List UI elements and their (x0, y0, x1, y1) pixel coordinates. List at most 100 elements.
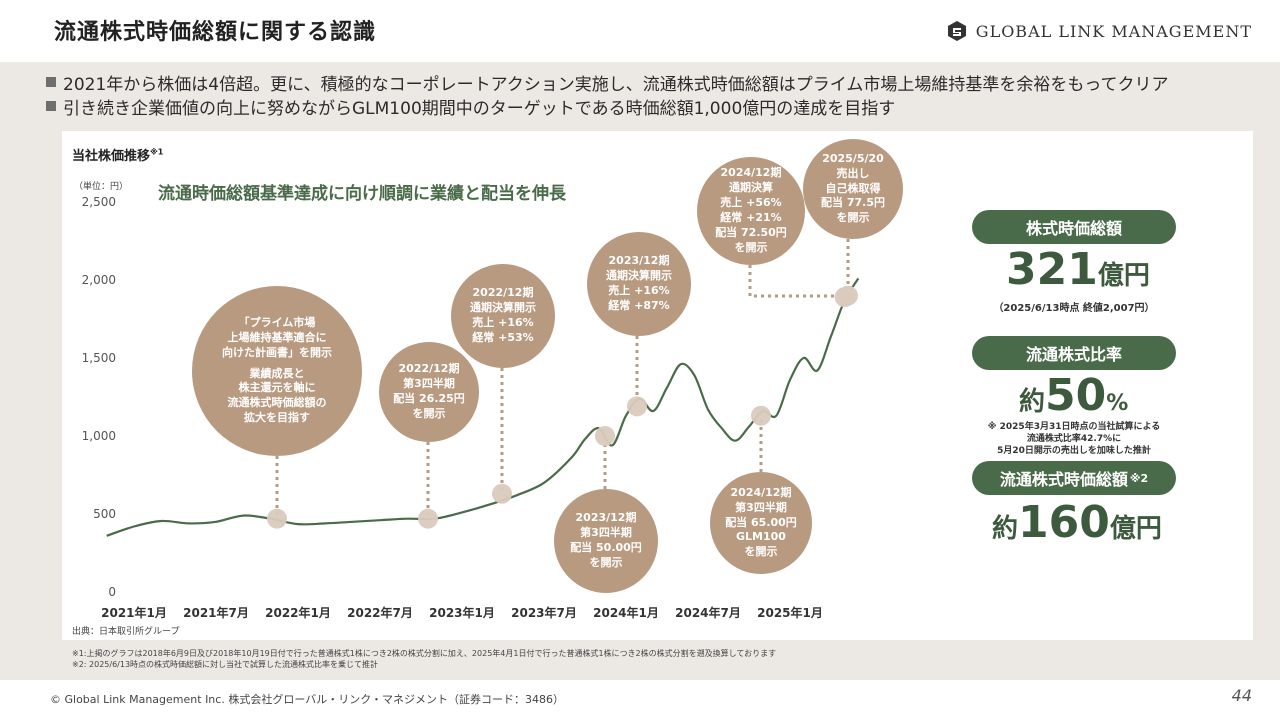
y-tick-label: 1,000 (82, 429, 116, 443)
page-number: 44 (1231, 686, 1252, 705)
bubble-line: 拡大を目指す (244, 411, 310, 425)
y-tick-label: 2,500 (82, 195, 116, 209)
event-bubble-prime-plan: 「プライム市場 上場維持基準適合に 向けた計画書」を開示 業績成長と 株主還元を軸に 流通… (192, 286, 362, 456)
bubble-line: GLM100 (736, 530, 786, 544)
x-tick-label: 2021年7月 (183, 605, 249, 620)
leader-line (748, 265, 845, 298)
event-bubble-2023-q3: 2023/12期 第3四半期 配当 50.00円 を開示 (554, 489, 658, 593)
event-bubble-2022-q3: 2022/12期 第3四半期 配当 26.25円 を開示 (379, 342, 479, 442)
bullet-text: 2021年から株価は4倍超。更に、積極的なコーポレートアクション実施し、流通株式… (63, 74, 1169, 95)
bubble-line: 株主還元を軸に (238, 381, 316, 395)
x-tick-label: 2022年7月 (347, 605, 413, 620)
chart-unit: （単位：円） (74, 182, 129, 192)
company-logo: GLOBAL LINK MANAGEMENT (946, 20, 1252, 42)
copyright: © Global Link Management Inc. 株式会社グローバル・… (50, 693, 564, 706)
bubble-line: 2024/12期 (730, 485, 792, 499)
x-tick-label: 2021年1月 (101, 605, 167, 620)
x-tick-label: 2022年1月 (265, 605, 331, 620)
bubble-line: を開示 (412, 406, 446, 420)
y-tick-label: 0 (108, 585, 116, 599)
bullet-text: 引き続き企業価値の向上に努めながらGLM100期間中のターゲットである時価総額1… (63, 98, 896, 119)
x-tick-label: 2023年1月 (429, 605, 495, 620)
bubble-line: 2023/12期 (575, 511, 637, 525)
footnotes: ※1:上掲のグラフは2018年6月9日及び2018年10月19日付で行った普通株… (72, 648, 776, 670)
bubble-line: 経常 +21% (720, 211, 782, 224)
kpi-note-market-cap: （2025/6/13時点 終値2,007円） (993, 303, 1155, 314)
footnote-1: ※1:上掲のグラフは2018年6月9日及び2018年10月19日付で行った普通株… (72, 649, 777, 658)
bubble-line: 2025/5/20 (822, 151, 884, 165)
event-bubble-2024-fy: 2024/12期 通期決算 売上 +56% 経常 +21% 配当 72.50円 を開示 (697, 157, 805, 265)
footer (0, 680, 1280, 720)
x-axis-ticks: 2021年1月 2021年7月 2022年1月 2022年7月 2023年1月 2023年… (101, 605, 823, 620)
y-tick-label: 2,000 (82, 273, 116, 287)
kpi-label-float-cap: 流通株式時価総額 ※2 (972, 461, 1176, 495)
bubble-line: 「プライム市場 (238, 316, 316, 330)
event-markers (267, 285, 858, 529)
bubble-line: を開示 (734, 240, 768, 254)
kpi-value-float-ratio: 約50% (1019, 370, 1129, 421)
kpi-value-float-cap: 約160億円 (992, 497, 1162, 548)
glm-logo-icon (947, 21, 966, 41)
bubble-line: 売上 +56% (720, 196, 782, 210)
event-marker (627, 396, 647, 417)
bubble-line: を開示 (744, 545, 778, 559)
slide-title: 流通株式時価総額に関する認識 (54, 20, 377, 45)
chart-title: 当社株価推移※1 (72, 147, 164, 164)
y-tick-label: 500 (93, 507, 116, 521)
bubble-line: 自己株取得 (825, 181, 881, 195)
bubble-line: 2022/12期 (472, 286, 534, 300)
bubble-line: 経常 +53% (472, 330, 534, 344)
kpi-label-float-ratio: 流通株式比率 (972, 336, 1176, 370)
y-axis-ticks: 2,500 2,000 1,500 1,000 500 0 (82, 195, 116, 599)
logo-text: GLOBAL LINK MANAGEMENT (975, 21, 1252, 41)
bubble-line: を開示 (836, 211, 870, 225)
bubble-line: 通期決算 (729, 181, 773, 195)
bullet-square-icon (46, 77, 56, 87)
slide-header: 流通株式時価総額に関する認識 GLOBAL LINK MANAGEMENT (0, 0, 1280, 62)
event-marker (595, 426, 615, 446)
bubble-line: 2024/12期 (720, 166, 782, 180)
bubble-line: 流通株式時価総額の (227, 396, 327, 410)
bubble-line: 第3四半期 (580, 526, 632, 540)
leader-lines (275, 239, 850, 519)
bubble-line: 売出し (836, 166, 870, 180)
bubble-line: 通期決算開示 (606, 269, 672, 283)
bubble-line: 配当 77.5円 (821, 196, 885, 210)
bullet-item: 2021年から株価は4倍超。更に、積極的なコーポレートアクション実施し、流通株式… (46, 70, 1276, 95)
kpi-note-float-ratio: ※ 2025年3月31日時点の当社試算による 流通株式比率42.7%に 5月20… (987, 422, 1161, 457)
event-bubble-2025-05: 2025/5/20 売出し 自己株取得 配当 77.5円 を開示 (803, 139, 903, 239)
footnote-2: ※2: 2025/6/13時点の株式時価総額に対し当社で試算した流通株式比率を乗… (72, 660, 379, 670)
event-marker (267, 508, 287, 529)
bubble-line: 向けた計画書」を開示 (222, 345, 332, 359)
x-tick-label: 2024年7月 (675, 605, 741, 620)
chart-source: 出典：日本取引所グループ (72, 627, 180, 637)
chart-title-note: ※1 (150, 147, 164, 157)
bullet-item: 引き続き企業価値の向上に努めながらGLM100期間中のターゲットである時価総額1… (46, 94, 1276, 119)
bubble-line: 売上 +16% (472, 316, 534, 329)
bubble-line: 業績成長と (249, 366, 305, 380)
bubble-line: 第3四半期 (735, 500, 787, 514)
bubble-line: 売上 +16% (608, 284, 670, 297)
bubble-line: 上場維持基準適合に (227, 330, 327, 344)
bullet-square-icon (46, 101, 56, 111)
bubble-line: を開示 (589, 555, 623, 569)
event-bubble-2023-fy: 2023/12期 通期決算開示 売上 +16% 経常 +87% (587, 232, 691, 336)
bubble-line: 配当 65.00円 (725, 515, 797, 529)
bubble-line: 第3四半期 (403, 377, 455, 391)
bubble-line: 配当 50.00円 (570, 541, 642, 554)
bubble-line: 経常 +87% (608, 298, 670, 312)
bubble-line: 通期決算開示 (470, 301, 536, 315)
bubble-line: 2023/12期 (608, 254, 670, 268)
event-marker (751, 405, 771, 426)
x-tick-label: 2025年1月 (757, 605, 823, 620)
bubble-line: 2022/12期 (398, 362, 460, 376)
kpi-label-market-cap: 株式時価総額 (972, 210, 1176, 244)
event-marker (838, 285, 858, 306)
kpi-value-market-cap: 321億円 (1006, 244, 1150, 295)
event-marker (418, 508, 438, 529)
bubble-line: 配当 72.50円 (715, 225, 787, 239)
y-tick-label: 1,500 (82, 351, 116, 365)
event-bubble-2024-q3: 2024/12期 第3四半期 配当 65.00円 GLM100 を開示 (710, 472, 812, 574)
summary-bullets: 2021年から株価は4倍超。更に、積極的なコーポレートアクション実施し、流通株式… (46, 70, 1276, 119)
